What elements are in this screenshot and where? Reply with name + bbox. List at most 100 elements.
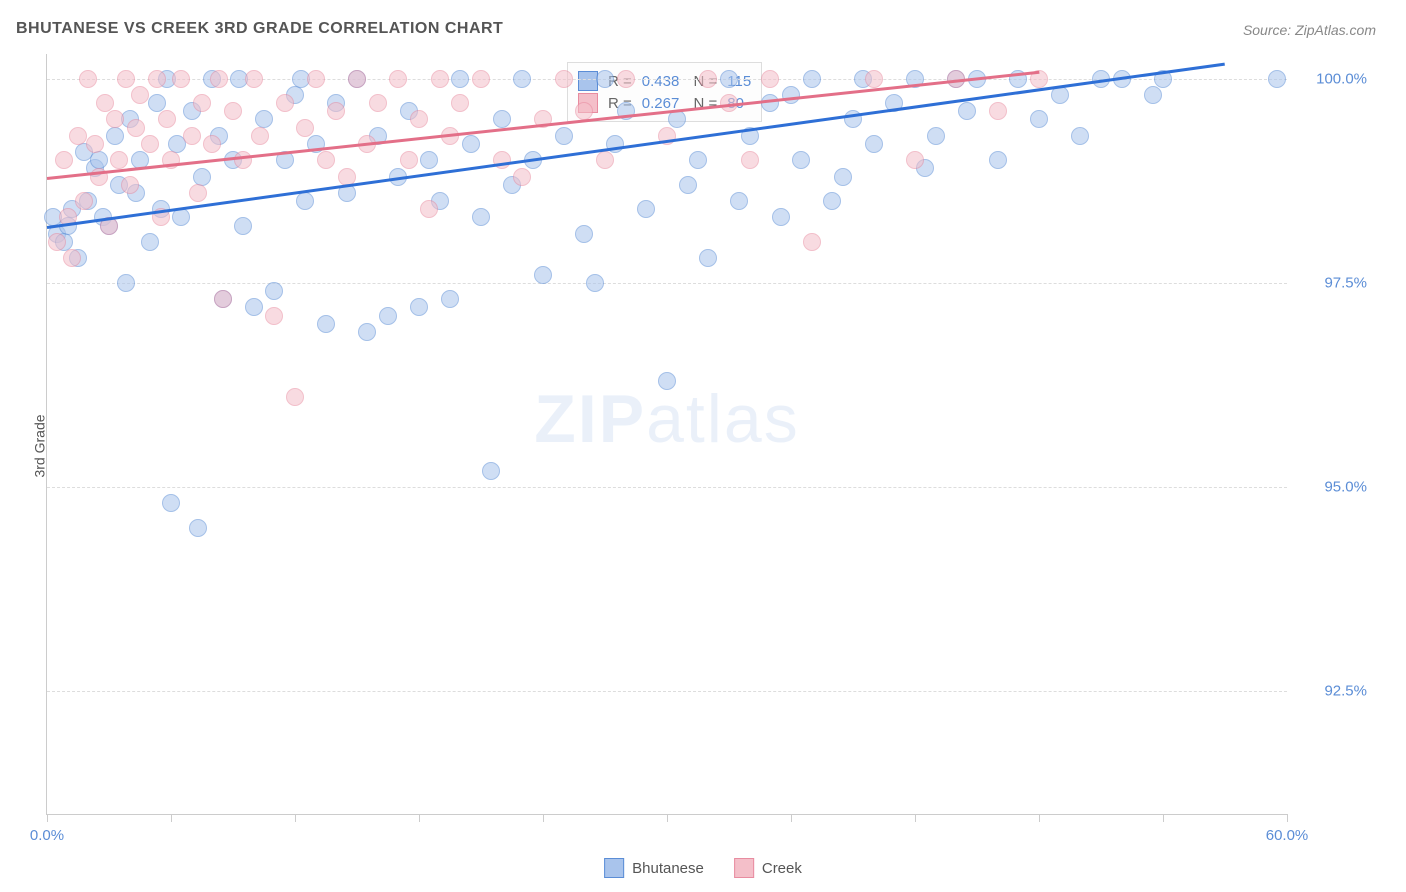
scatter-point xyxy=(127,119,145,137)
watermark-bold: ZIP xyxy=(534,381,646,457)
x-tick xyxy=(295,814,296,822)
gridline xyxy=(47,691,1287,692)
x-tick xyxy=(667,814,668,822)
scatter-point xyxy=(203,135,221,153)
scatter-point xyxy=(245,298,263,316)
y-tick-label: 100.0% xyxy=(1316,70,1367,87)
scatter-point xyxy=(55,151,73,169)
scatter-point xyxy=(327,102,345,120)
y-tick-label: 92.5% xyxy=(1324,683,1367,700)
scatter-point xyxy=(265,307,283,325)
scatter-point xyxy=(276,94,294,112)
scatter-point xyxy=(596,70,614,88)
scatter-point xyxy=(420,200,438,218)
scatter-point xyxy=(317,151,335,169)
scatter-point xyxy=(131,86,149,104)
scatter-point xyxy=(110,151,128,169)
scatter-point xyxy=(741,151,759,169)
scatter-point xyxy=(358,323,376,341)
scatter-point xyxy=(141,233,159,251)
legend-item: Bhutanese xyxy=(604,858,704,878)
x-tick xyxy=(1039,814,1040,822)
x-tick-label: 0.0% xyxy=(30,827,64,844)
scatter-point xyxy=(410,110,428,128)
scatter-point xyxy=(251,127,269,145)
x-tick xyxy=(791,814,792,822)
scatter-point xyxy=(420,151,438,169)
scatter-point xyxy=(307,70,325,88)
scatter-point xyxy=(441,290,459,308)
x-tick xyxy=(1287,814,1288,822)
stats-swatch xyxy=(578,71,598,91)
scatter-point xyxy=(761,70,779,88)
scatter-point xyxy=(63,249,81,267)
y-tick-label: 95.0% xyxy=(1324,479,1367,496)
legend-swatch xyxy=(734,858,754,878)
scatter-point xyxy=(158,110,176,128)
scatter-point xyxy=(48,233,66,251)
scatter-point xyxy=(462,135,480,153)
chart-title: BHUTANESE VS CREEK 3RD GRADE CORRELATION… xyxy=(16,20,503,38)
x-tick xyxy=(419,814,420,822)
scatter-point xyxy=(75,192,93,210)
gridline xyxy=(47,487,1287,488)
trend-line xyxy=(47,70,1039,179)
scatter-point xyxy=(348,70,366,88)
scatter-point xyxy=(1268,70,1286,88)
scatter-point xyxy=(245,70,263,88)
scatter-point xyxy=(214,290,232,308)
scatter-point xyxy=(958,102,976,120)
scatter-point xyxy=(699,249,717,267)
scatter-point xyxy=(782,86,800,104)
scatter-point xyxy=(865,70,883,88)
scatter-point xyxy=(927,127,945,145)
legend-label: Bhutanese xyxy=(632,860,704,877)
scatter-point xyxy=(172,70,190,88)
scatter-point xyxy=(400,151,418,169)
scatter-point xyxy=(658,372,676,390)
scatter-point xyxy=(596,151,614,169)
stats-r-value: 0.438 xyxy=(642,73,680,90)
scatter-point xyxy=(90,151,108,169)
scatter-point xyxy=(255,110,273,128)
scatter-point xyxy=(989,102,1007,120)
scatter-point xyxy=(679,176,697,194)
scatter-point xyxy=(555,127,573,145)
watermark-light: atlas xyxy=(646,381,800,457)
scatter-point xyxy=(106,127,124,145)
scatter-point xyxy=(148,70,166,88)
scatter-point xyxy=(117,70,135,88)
legend-item: Creek xyxy=(734,858,802,878)
scatter-point xyxy=(534,266,552,284)
scatter-point xyxy=(1030,110,1048,128)
scatter-point xyxy=(803,233,821,251)
scatter-point xyxy=(586,274,604,292)
scatter-point xyxy=(79,70,97,88)
scatter-point xyxy=(689,151,707,169)
legend-label: Creek xyxy=(762,860,802,877)
scatter-point xyxy=(617,70,635,88)
scatter-point xyxy=(410,298,428,316)
scatter-point xyxy=(575,102,593,120)
scatter-point xyxy=(379,307,397,325)
scatter-point xyxy=(265,282,283,300)
x-tick xyxy=(543,814,544,822)
scatter-point xyxy=(183,127,201,145)
scatter-point xyxy=(792,151,810,169)
scatter-point xyxy=(834,168,852,186)
scatter-point xyxy=(472,208,490,226)
scatter-point xyxy=(803,70,821,88)
scatter-point xyxy=(296,192,314,210)
chart-plot-area: ZIPatlas R =0.438 N =115R =0.267 N =80 9… xyxy=(46,54,1287,815)
scatter-point xyxy=(493,110,511,128)
scatter-point xyxy=(513,70,531,88)
scatter-point xyxy=(472,70,490,88)
scatter-point xyxy=(106,110,124,128)
scatter-point xyxy=(162,494,180,512)
legend: Bhutanese Creek xyxy=(604,858,802,878)
gridline xyxy=(47,283,1287,284)
scatter-point xyxy=(575,225,593,243)
scatter-point xyxy=(720,70,738,88)
scatter-point xyxy=(772,208,790,226)
scatter-point xyxy=(148,94,166,112)
